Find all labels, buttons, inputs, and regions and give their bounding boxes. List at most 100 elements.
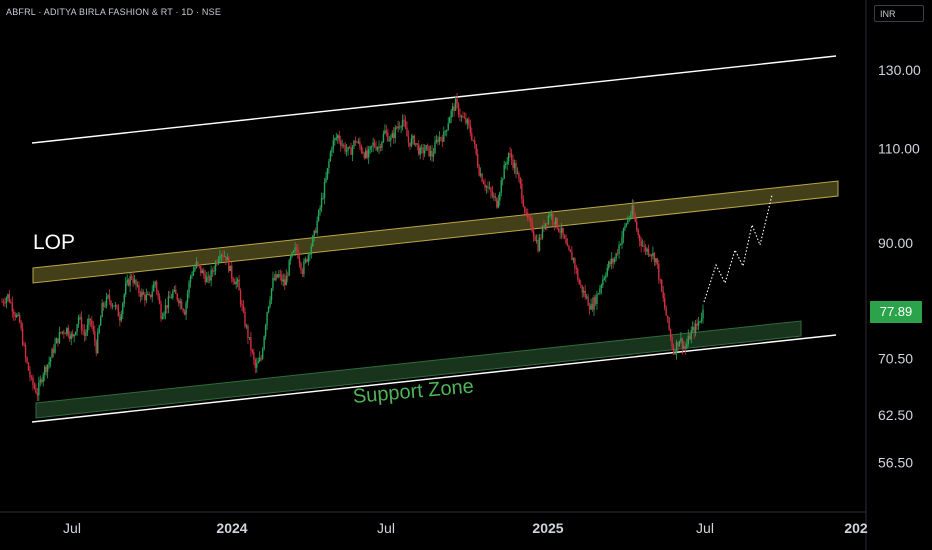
candle-body xyxy=(161,316,164,319)
candle-body xyxy=(496,197,498,208)
candle-body xyxy=(700,318,703,321)
candle-body xyxy=(63,331,65,334)
candle-body xyxy=(631,205,634,215)
candle-body xyxy=(150,294,152,297)
candle-body xyxy=(566,243,569,247)
candle-body xyxy=(167,296,170,309)
candle-body xyxy=(633,205,635,216)
candle-body xyxy=(681,338,684,349)
candle-body xyxy=(563,235,566,239)
candle-body xyxy=(85,332,87,336)
candle-body xyxy=(89,318,92,321)
candle-body xyxy=(419,148,421,155)
candle-body xyxy=(423,150,426,154)
candle-body xyxy=(478,166,480,176)
candle-body xyxy=(572,258,575,261)
candle-body xyxy=(652,252,654,256)
candle-body xyxy=(238,279,240,291)
candle-body xyxy=(147,294,149,296)
candle-body xyxy=(465,117,467,124)
candle-body xyxy=(269,299,271,307)
candle-body xyxy=(615,253,617,260)
candle-body xyxy=(206,277,208,283)
candle-body xyxy=(136,285,139,286)
candle-body xyxy=(373,142,376,147)
candle-body xyxy=(285,275,287,286)
candle-body xyxy=(203,270,205,276)
candle-body xyxy=(231,265,233,279)
candle-body xyxy=(185,302,187,315)
candle-body xyxy=(640,240,642,246)
candle-body xyxy=(677,342,679,347)
candle-body xyxy=(499,192,501,201)
price-tick-label: 56.50 xyxy=(878,455,913,471)
candle-body xyxy=(54,343,56,353)
candle-body xyxy=(451,106,454,111)
candle-body xyxy=(370,145,373,147)
candle-body xyxy=(418,144,420,155)
currency-selector[interactable]: INR xyxy=(874,5,924,22)
candle-body xyxy=(666,315,669,318)
candle-body xyxy=(559,231,561,233)
candle-body xyxy=(223,256,226,258)
candle-body xyxy=(580,284,582,286)
candle-body xyxy=(232,278,234,282)
candle-body xyxy=(340,140,342,146)
candle-body xyxy=(125,283,127,295)
candle-body xyxy=(574,258,576,268)
candle-body xyxy=(357,141,360,143)
candle-body xyxy=(58,332,61,343)
candle-body xyxy=(577,269,579,280)
candle-body xyxy=(384,130,386,134)
candle-body xyxy=(335,138,338,139)
candle-body xyxy=(691,326,694,331)
candle-body xyxy=(83,330,86,336)
candle-body xyxy=(359,141,361,147)
candle-body xyxy=(347,146,349,151)
candle-body xyxy=(316,220,318,233)
candle-body xyxy=(288,260,290,276)
candle-body xyxy=(641,245,644,247)
candle-body xyxy=(242,305,245,312)
candle-body xyxy=(1,301,3,303)
candle-body xyxy=(578,279,580,285)
candle-body xyxy=(197,261,199,265)
candle-body xyxy=(188,282,190,294)
candle-body xyxy=(36,392,39,396)
candle-body xyxy=(29,370,31,378)
candle-body xyxy=(172,291,174,298)
candle-body xyxy=(454,98,457,111)
candle-body xyxy=(397,126,399,129)
candle-body xyxy=(51,349,53,358)
candle-body xyxy=(546,223,548,225)
candle-body xyxy=(14,314,16,317)
candle-body xyxy=(245,326,248,327)
candle-body xyxy=(204,275,206,283)
candle-body xyxy=(151,291,153,297)
time-tick-label: 202 xyxy=(844,520,868,536)
candle-body xyxy=(217,259,220,264)
candle-body xyxy=(307,254,310,262)
candle-body xyxy=(659,279,661,281)
candle-body xyxy=(179,301,181,304)
candle-body xyxy=(543,226,545,229)
candle-body xyxy=(680,338,682,342)
candle-body xyxy=(97,332,99,354)
candle-body xyxy=(504,164,507,166)
price-tick-label: 62.50 xyxy=(878,407,913,423)
symbol-title[interactable]: ABFRL · ADITYA BIRLA FASHION & RT · 1D ·… xyxy=(6,7,222,17)
candle-body xyxy=(568,246,570,250)
candle-body xyxy=(61,331,64,333)
candle-body xyxy=(537,240,539,251)
candle-body xyxy=(457,103,460,115)
candle-body xyxy=(569,249,572,253)
candle-body xyxy=(443,131,445,142)
time-tick-label: Jul xyxy=(696,520,714,536)
candle-body xyxy=(415,143,417,145)
candle-body xyxy=(581,285,583,293)
candle-body xyxy=(544,223,547,229)
candle-body xyxy=(407,136,410,143)
candle-body xyxy=(388,140,391,142)
upper-channel-line xyxy=(31,55,837,144)
